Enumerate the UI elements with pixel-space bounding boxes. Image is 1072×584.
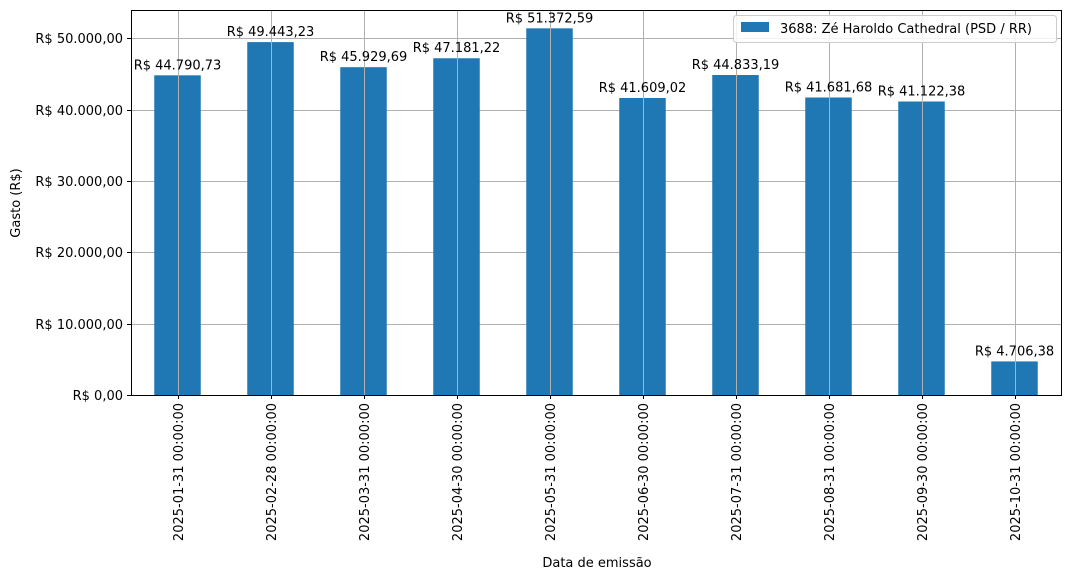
bars — [154, 28, 1038, 396]
bar-value-label: R$ 4.706,38 — [975, 344, 1054, 359]
x-tick-label: 2025-01-31 00:00:00 — [172, 403, 187, 541]
grid-overlay — [178, 10, 1016, 395]
legend-swatch — [741, 22, 769, 32]
y-tick-label: R$ 0,00 — [73, 389, 123, 404]
x-tick-label: 2025-09-30 00:00:00 — [916, 403, 931, 541]
x-tick-label: 2025-07-31 00:00:00 — [730, 403, 745, 541]
y-tick-label: R$ 50.000,00 — [35, 32, 123, 47]
bar-value-label: R$ 47.181,22 — [413, 41, 501, 56]
x-axis: 2025-01-31 00:00:00 2025-02-28 00:00:00 20… — [172, 395, 1024, 541]
bar — [898, 101, 945, 396]
data-labels: R$ 44.790,73 R$ 49.443,23 R$ 45.929,69 R$ 4… — [134, 11, 1054, 359]
plot-frame — [131, 10, 1062, 396]
bar — [433, 58, 480, 396]
bar-value-label: R$ 41.681,68 — [785, 81, 873, 96]
legend-label: 3688: Zé Haroldo Cathedral (PSD / RR) — [780, 22, 1032, 37]
x-tick-label: 2025-10-31 00:00:00 — [1009, 403, 1024, 541]
bar — [991, 361, 1038, 395]
y-tick-label: R$ 30.000,00 — [35, 175, 123, 190]
x-tick-label: 2025-02-28 00:00:00 — [265, 403, 280, 541]
y-tick-label: R$ 40.000,00 — [35, 104, 123, 119]
bar-value-label: R$ 41.609,02 — [599, 81, 687, 96]
y-axis-label: Gasto (R$) — [9, 168, 24, 237]
y-axis: R$ 0,00 R$ 10.000,00 R$ 20.000,00 R$ 30.000… — [35, 32, 131, 404]
bar-value-label: R$ 44.833,19 — [692, 58, 780, 73]
bar-value-label: R$ 41.122,38 — [878, 84, 966, 99]
x-tick-label: 2025-05-31 00:00:00 — [544, 403, 559, 541]
bar — [712, 75, 759, 396]
bar-value-label: R$ 51.372,59 — [506, 11, 594, 26]
bar-value-label: R$ 45.929,69 — [320, 50, 408, 65]
x-axis-label: Data de emissão — [542, 556, 651, 571]
bar-value-label: R$ 44.790,73 — [134, 58, 222, 73]
bar — [805, 97, 852, 396]
y-tick-label: R$ 10.000,00 — [35, 318, 123, 333]
bar-value-label: R$ 49.443,23 — [227, 25, 315, 40]
bar — [247, 42, 294, 396]
bar — [619, 98, 666, 395]
legend: 3688: Zé Haroldo Cathedral (PSD / RR) — [733, 15, 1057, 43]
x-tick-label: 2025-06-30 00:00:00 — [637, 403, 652, 541]
x-tick-label: 2025-03-31 00:00:00 — [358, 403, 373, 541]
bar — [154, 75, 201, 395]
bar — [526, 28, 573, 395]
x-tick-label: 2025-04-30 00:00:00 — [451, 403, 466, 541]
x-tick-label: 2025-08-31 00:00:00 — [823, 403, 838, 541]
bar — [340, 67, 387, 395]
legend-box — [733, 15, 1057, 43]
y-tick-label: R$ 20.000,00 — [35, 246, 123, 261]
